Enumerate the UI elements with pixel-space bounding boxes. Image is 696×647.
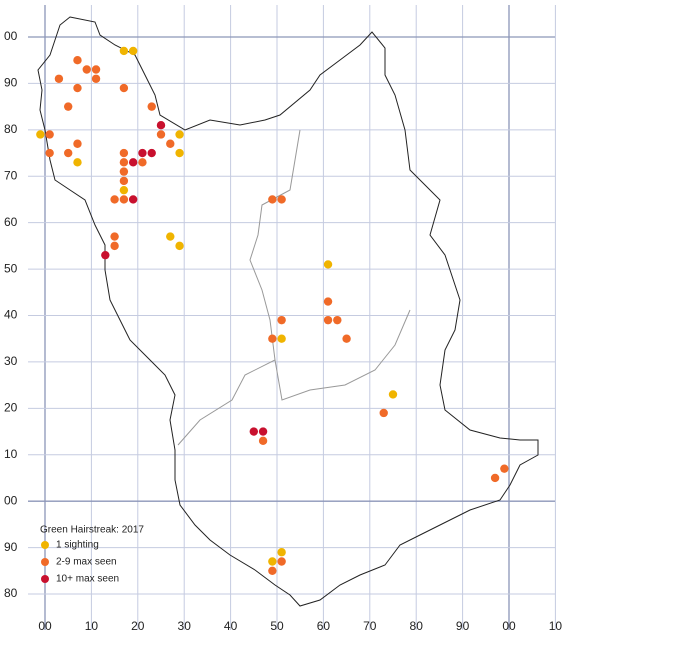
- legend-title: Green Hairstreak: 2017: [40, 525, 144, 536]
- sighting-dot: [333, 315, 342, 325]
- y-tick-label: 60: [4, 215, 18, 229]
- sighting-dot: [156, 120, 166, 130]
- county-outline: [37, 16, 539, 607]
- y-tick-label: 90: [4, 76, 18, 90]
- legend-marker: [41, 575, 49, 583]
- legend-marker: [41, 558, 49, 566]
- x-tick-label: 10: [549, 619, 563, 633]
- sighting-dot: [110, 232, 119, 241]
- x-tick-label: 10: [85, 619, 99, 633]
- sighting-dot: [175, 241, 184, 251]
- y-tick-label: 50: [4, 261, 18, 275]
- sighting-dot: [277, 557, 286, 566]
- y-tick-label: 00: [4, 29, 18, 43]
- y-tick-label: 70: [4, 168, 18, 182]
- x-tick-label: 20: [131, 619, 145, 633]
- sighting-dot: [277, 195, 286, 204]
- sighting-dot: [277, 315, 286, 325]
- legend-marker: [41, 541, 49, 549]
- x-tick-label: 90: [456, 619, 470, 633]
- sighting-dot: [249, 427, 258, 436]
- district-boundary: [177, 129, 301, 446]
- sighting-dot: [119, 46, 129, 56]
- sighting-dot: [342, 334, 351, 343]
- sighting-dot: [128, 195, 138, 204]
- sighting-dot: [119, 158, 129, 167]
- y-tick-label: 80: [4, 586, 18, 600]
- sighting-dot: [110, 241, 119, 251]
- sighting-dot: [101, 250, 110, 260]
- sighting-dot: [147, 102, 156, 111]
- y-tick-label: 30: [4, 354, 18, 368]
- x-tick-label: 50: [270, 619, 284, 633]
- sighting-dot: [166, 139, 175, 148]
- sighting-dot: [91, 65, 101, 74]
- sighting-dot: [138, 158, 147, 167]
- sighting-dot: [82, 65, 91, 74]
- sighting-dot: [175, 130, 184, 139]
- district-boundary: [274, 309, 411, 401]
- sighting-dot: [323, 315, 333, 325]
- x-tick-label: 00: [502, 619, 516, 633]
- x-tick-label: 80: [410, 619, 424, 633]
- y-tick-label: 00: [4, 493, 18, 507]
- grid: [28, 5, 556, 630]
- x-tick-label: 00: [38, 619, 52, 633]
- x-tick-label: 40: [224, 619, 238, 633]
- sighting-dot: [175, 148, 184, 158]
- sighting-dot: [110, 195, 119, 204]
- sighting-dot: [258, 427, 268, 436]
- sighting-dot: [268, 195, 277, 204]
- sighting-dot: [388, 390, 398, 399]
- y-tick-label: 80: [4, 122, 18, 136]
- sighting-dot: [119, 185, 129, 195]
- sighting-dot: [268, 557, 277, 566]
- sighting-dot: [323, 297, 333, 306]
- sighting-dot: [63, 102, 73, 111]
- sighting-dot: [63, 148, 73, 158]
- sighting-dot: [268, 334, 277, 343]
- legend-label: 1 sighting: [56, 540, 99, 551]
- sighting-dot: [490, 473, 500, 483]
- sighting-dot: [73, 158, 82, 167]
- sighting-dot: [258, 436, 268, 446]
- sighting-dot: [45, 148, 54, 158]
- sighting-dot: [138, 148, 147, 158]
- sighting-dot: [119, 195, 129, 204]
- sighting-dot: [73, 83, 82, 93]
- sighting-dot: [379, 408, 388, 418]
- legend-label: 2-9 max seen: [56, 557, 117, 568]
- sighting-dot: [119, 83, 129, 93]
- sighting-dot: [147, 148, 156, 158]
- sighting-dot: [73, 139, 82, 148]
- sighting-dot: [128, 46, 138, 56]
- legend: Green Hairstreak: 2017 1 sighting 2-9 max…: [40, 525, 144, 585]
- sighting-dot: [45, 130, 54, 139]
- sighting-dot: [119, 176, 129, 186]
- y-tick-label: 10: [4, 447, 18, 461]
- x-tick-label: 60: [317, 619, 331, 633]
- y-tick-label: 90: [4, 540, 18, 554]
- sighting-dot: [54, 74, 64, 83]
- y-tick-label: 20: [4, 401, 18, 415]
- sighting-dot: [119, 148, 129, 158]
- sighting-dot: [323, 260, 333, 269]
- points: [36, 46, 509, 575]
- x-tick-label: 30: [178, 619, 192, 633]
- x-tick-label: 70: [363, 619, 377, 633]
- sighting-dot: [166, 232, 175, 241]
- legend-label: 10+ max seen: [56, 574, 119, 585]
- sighting-dot: [91, 74, 101, 83]
- sighting-dot: [73, 56, 82, 65]
- y-tick-label: 40: [4, 308, 18, 322]
- sighting-dot: [36, 130, 45, 139]
- sighting-dot: [277, 334, 286, 343]
- sighting-dot: [128, 158, 138, 167]
- sighting-dot: [500, 464, 509, 473]
- sighting-dot: [268, 566, 277, 575]
- sighting-dot: [119, 167, 129, 176]
- sighting-dot: [156, 130, 166, 139]
- sighting-dot: [277, 548, 286, 557]
